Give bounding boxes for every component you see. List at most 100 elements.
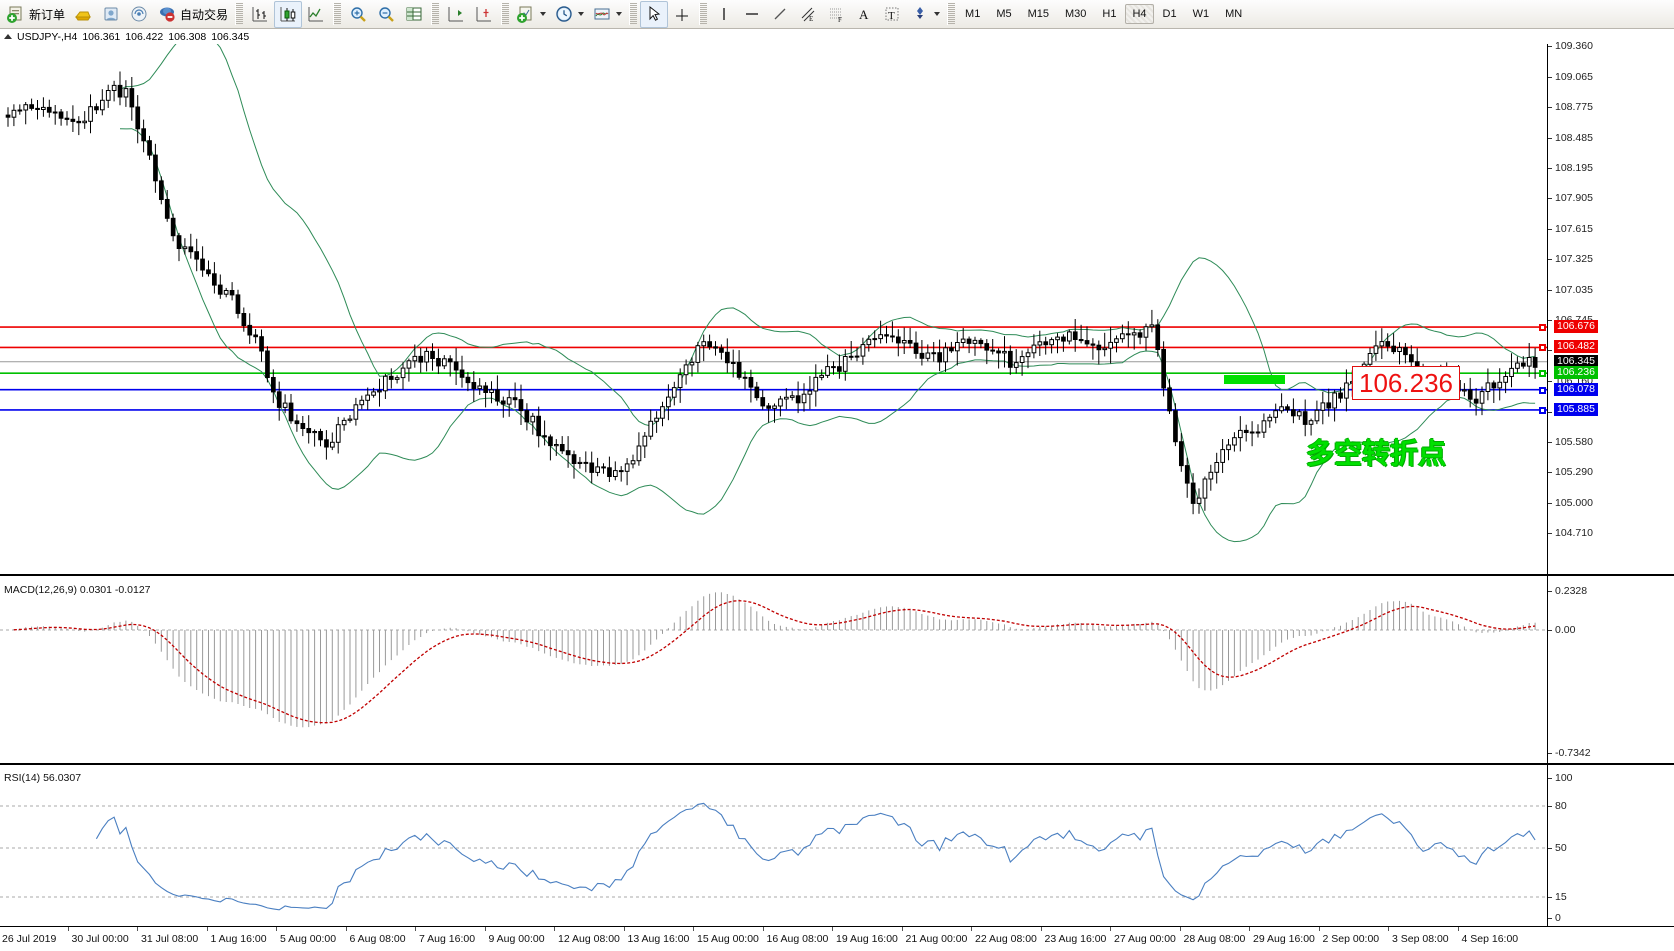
gold-bars-button[interactable] [69, 1, 97, 28]
text-icon: A [854, 4, 874, 24]
price-axis-label: 105.000 [1555, 497, 1593, 509]
time-tick [276, 927, 277, 931]
timeframe-m1[interactable]: M1 [965, 8, 981, 20]
chinese-note-annotation[interactable]: 多空转折点 [1306, 438, 1447, 469]
time-axis-label: 31 Jul 08:00 [141, 933, 199, 945]
price-callout-annotation[interactable]: 106.236 [1352, 366, 1460, 400]
bar-chart-button[interactable] [246, 1, 274, 28]
macd-axis-label: 0.2328 [1555, 585, 1588, 597]
auto-scroll-button[interactable] [470, 1, 498, 28]
rsi-title: RSI(14) 56.0307 [4, 772, 82, 784]
macd-pane[interactable] [0, 577, 1674, 763]
pivot-tag[interactable]: 106.236 [1554, 366, 1598, 379]
chevron-down-icon[interactable] [540, 12, 547, 16]
rsi-axis-label: 50 [1555, 842, 1567, 854]
data-window-button[interactable] [400, 1, 428, 28]
support-tag-2[interactable]: 105.885 [1554, 403, 1598, 416]
macd-title: MACD(12,26,9) 0.0301 -0.0127 [4, 584, 151, 596]
timeframe-m15[interactable]: M15 [1027, 8, 1049, 20]
fibonacci-button[interactable]: F [822, 1, 850, 28]
trendline-button[interactable] [766, 1, 794, 28]
line-chart-button[interactable] [302, 1, 330, 28]
zoom-out-button[interactable] [372, 1, 400, 28]
main-toolbar: 新订单 [0, 0, 1674, 29]
text-button[interactable]: A [850, 1, 878, 28]
zoom-in-button[interactable] [344, 1, 372, 28]
current-price-tag[interactable]: 106.345 [1554, 355, 1598, 368]
chevron-down-icon[interactable] [934, 12, 941, 16]
svg-text:A: A [859, 7, 869, 22]
time-tick [137, 927, 138, 931]
templates-button[interactable] [588, 1, 626, 28]
cursor-button[interactable] [640, 0, 669, 28]
chart-shift-button[interactable] [442, 1, 470, 28]
macd-axis-label: -0.7342 [1555, 747, 1591, 759]
shapes-button[interactable] [906, 1, 944, 28]
rsi-axis-label: 100 [1555, 772, 1573, 784]
time-tick [1457, 927, 1459, 931]
timeframe-h1[interactable]: H1 [1102, 8, 1117, 20]
time-tick [1318, 927, 1320, 931]
price-tick [1548, 259, 1552, 260]
timeframe-group: M1 M5 M15 M30 H1 H4 D1 W1 MN [958, 4, 1249, 24]
time-tick [206, 927, 208, 931]
time-axis-label: 23 Aug 16:00 [1044, 933, 1107, 945]
periods-button[interactable] [550, 1, 588, 28]
rsi-pane[interactable] [0, 766, 1674, 926]
timeframe-m5[interactable]: M5 [996, 8, 1012, 20]
timeframe-d1[interactable]: D1 [1162, 8, 1177, 20]
chevron-down-icon[interactable] [578, 12, 585, 16]
time-tick [1110, 927, 1111, 931]
profile-button[interactable] [97, 1, 125, 28]
timeframe-w1[interactable]: W1 [1192, 8, 1210, 20]
chevron-down-icon[interactable] [616, 12, 623, 16]
shapes-icon [910, 4, 930, 24]
timeframe-m30[interactable]: M30 [1065, 8, 1087, 20]
time-axis-label: 9 Aug 00:00 [488, 933, 545, 945]
time-tick [1388, 927, 1389, 931]
resistance-tag-1-handle[interactable] [1539, 324, 1546, 331]
pivot-tag-handle[interactable] [1539, 370, 1546, 377]
collapse-triangle-icon[interactable] [4, 34, 12, 39]
timeframe-h4[interactable]: H4 [1125, 4, 1154, 24]
indicators-button[interactable] [512, 1, 550, 28]
time-axis-label: 22 Aug 08:00 [975, 933, 1037, 945]
vertical-line-button[interactable] [710, 1, 738, 28]
price-tick [1548, 442, 1552, 443]
time-tick [693, 927, 694, 931]
support-tag-1-handle[interactable] [1539, 387, 1546, 394]
price-axis-label: 108.485 [1555, 132, 1593, 144]
support-tag-1[interactable]: 106.078 [1554, 383, 1598, 396]
toolbar-separator [333, 3, 342, 25]
zoom-out-icon [376, 4, 396, 24]
timeframe-mn[interactable]: MN [1225, 8, 1243, 20]
auto-trading-button[interactable]: 自动交易 [153, 1, 232, 28]
new-order-icon [6, 4, 26, 24]
highlight-marker[interactable] [1224, 375, 1285, 384]
price-chart-pane[interactable] [0, 44, 1674, 574]
resistance-tag-1[interactable]: 106.676 [1554, 320, 1598, 333]
time-axis-label: 2 Sep 00:00 [1322, 933, 1380, 945]
time-tick [623, 927, 625, 931]
candlestick-chart-button[interactable] [274, 0, 303, 28]
equidistant-channel-button[interactable]: E [794, 1, 822, 28]
signals-button[interactable] [125, 1, 153, 28]
resistance-tag-2-handle[interactable] [1539, 344, 1546, 351]
resistance-tag-2[interactable]: 106.482 [1554, 340, 1598, 353]
symbol-period-label: USDJPY-,H4 [17, 30, 78, 43]
time-tick [67, 927, 69, 931]
zoom-in-icon [348, 4, 368, 24]
text-label-button[interactable]: T [878, 1, 906, 28]
pane-divider-2[interactable] [0, 763, 1674, 765]
pane-divider-1[interactable] [0, 574, 1674, 576]
crosshair-button[interactable] [668, 1, 696, 28]
price-axis-label: 107.615 [1555, 223, 1593, 235]
horizontal-line-button[interactable] [738, 1, 766, 28]
new-order-button[interactable]: 新订单 [2, 1, 69, 28]
rsi-axis-label: 80 [1555, 800, 1567, 812]
data-window-icon [404, 4, 424, 24]
line-chart-icon [306, 4, 326, 24]
periods-icon [554, 4, 574, 24]
support-tag-2-handle[interactable] [1539, 407, 1546, 414]
